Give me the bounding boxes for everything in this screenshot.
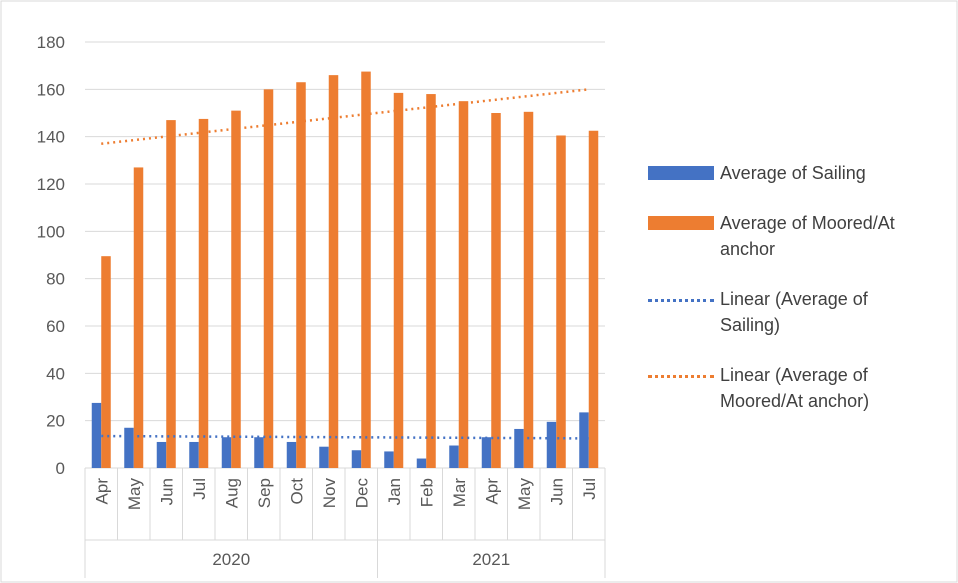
x-group-label: 2020 xyxy=(212,550,250,569)
legend-entry: Linear (Average of Sailing) xyxy=(648,286,908,338)
bar xyxy=(426,94,436,469)
bar xyxy=(263,89,274,468)
legend-label: Average of Moored/At anchor xyxy=(720,213,895,259)
x-tick-label: Nov xyxy=(320,478,339,509)
bar xyxy=(166,120,176,468)
bar xyxy=(198,118,209,469)
bar xyxy=(231,110,241,468)
bar xyxy=(588,130,599,468)
x-tick-label: Jun xyxy=(547,478,566,505)
y-tick-label: 0 xyxy=(56,459,65,478)
x-tick-label: Jan xyxy=(385,478,404,505)
legend-entry: Average of Sailing xyxy=(648,160,908,186)
x-tick-label: Apr xyxy=(92,478,111,505)
bar xyxy=(124,427,134,468)
bar xyxy=(393,92,404,468)
bar xyxy=(491,113,501,468)
x-tick-label: Apr xyxy=(482,478,501,505)
x-tick-label: Feb xyxy=(417,478,436,507)
trendline xyxy=(101,88,589,146)
bar xyxy=(296,82,306,468)
legend-swatch xyxy=(648,216,714,230)
bar xyxy=(156,441,167,468)
bar xyxy=(133,167,144,468)
y-tick-label: 60 xyxy=(46,317,65,336)
legend-label: Linear (Average of Sailing) xyxy=(720,289,868,335)
bar xyxy=(556,135,566,468)
x-tick-label: Sep xyxy=(255,478,274,508)
bar xyxy=(449,445,459,468)
bar xyxy=(254,437,264,468)
x-tick-label: Dec xyxy=(352,478,371,509)
bar xyxy=(416,458,427,468)
legend-entry: Linear (Average of Moored/At anchor) xyxy=(648,362,908,414)
bar xyxy=(481,437,492,468)
legend-swatch xyxy=(648,166,714,180)
legend-swatch xyxy=(648,375,714,378)
bar xyxy=(91,402,102,468)
y-tick-label: 40 xyxy=(46,364,65,383)
y-tick-label: 120 xyxy=(37,175,65,194)
bar xyxy=(189,441,199,468)
bar xyxy=(319,446,329,468)
x-tick-label: Jul xyxy=(190,478,209,500)
x-group-label: 2021 xyxy=(472,550,510,569)
bar xyxy=(514,428,524,468)
bar xyxy=(221,437,232,468)
bar xyxy=(328,75,339,468)
x-tick-label: Jul xyxy=(580,478,599,500)
y-tick-label: 180 xyxy=(37,33,65,52)
x-tick-label: May xyxy=(515,478,534,511)
y-tick-label: 80 xyxy=(46,270,65,289)
x-tick-label: Oct xyxy=(287,478,306,505)
bar xyxy=(361,71,371,468)
legend-label: Linear (Average of Moored/At anchor) xyxy=(720,365,870,411)
bar xyxy=(579,412,589,468)
legend-label: Average of Sailing xyxy=(720,163,866,183)
bar xyxy=(458,101,469,469)
x-tick-label: Aug xyxy=(222,478,241,508)
y-tick-label: 140 xyxy=(37,128,65,147)
bar xyxy=(384,451,394,468)
y-tick-label: 100 xyxy=(37,222,65,241)
bar xyxy=(286,441,297,468)
legend-swatch xyxy=(648,299,714,302)
bar xyxy=(351,450,362,468)
bar xyxy=(523,111,534,469)
legend: Average of Sailing Average of Moored/At a… xyxy=(648,160,908,438)
bar xyxy=(101,256,111,468)
bar xyxy=(546,421,557,468)
y-tick-label: 160 xyxy=(37,80,65,99)
y-tick-label: 20 xyxy=(46,412,65,431)
x-tick-label: Mar xyxy=(450,478,469,508)
legend-entry: Average of Moored/At anchor xyxy=(648,210,908,262)
x-tick-label: Jun xyxy=(157,478,176,505)
x-tick-label: May xyxy=(125,478,144,511)
